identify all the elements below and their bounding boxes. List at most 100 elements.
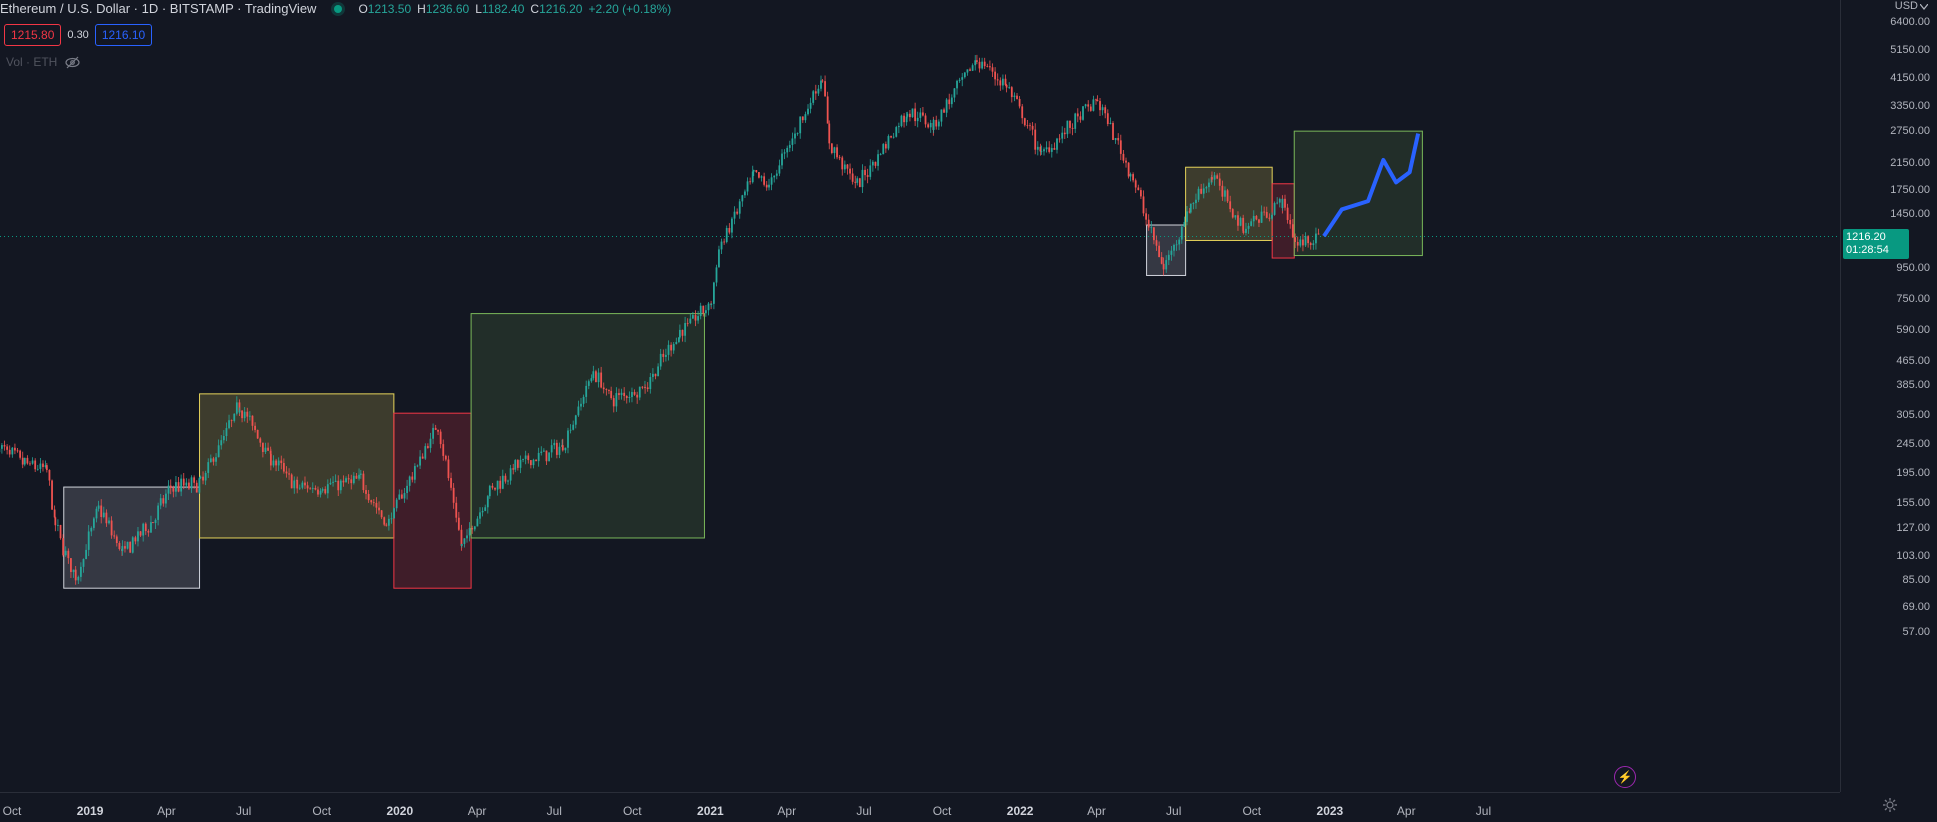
gear-icon[interactable] xyxy=(1882,797,1898,813)
time-tick: Apr xyxy=(1087,804,1106,818)
zone-box-white[interactable] xyxy=(64,487,200,588)
chart-legend: Ethereum / U.S. Dollar · 1D · BITSTAMP ·… xyxy=(0,0,671,18)
candle xyxy=(836,144,838,159)
price-tick: 465.00 xyxy=(1896,355,1930,367)
candle xyxy=(815,85,817,100)
candle xyxy=(847,164,849,175)
candle xyxy=(1112,121,1114,140)
candle xyxy=(1019,96,1021,108)
price-tick: 195.00 xyxy=(1896,467,1930,479)
candle xyxy=(768,179,770,191)
candle xyxy=(890,135,892,138)
buy-button[interactable]: 1216.10 xyxy=(95,24,152,46)
symbol-title[interactable]: Ethereum / U.S. Dollar · 1D · BITSTAMP ·… xyxy=(0,1,316,17)
candle xyxy=(24,458,26,467)
candle xyxy=(127,542,129,550)
scale-settings[interactable] xyxy=(1841,793,1937,821)
zone-box-green[interactable] xyxy=(471,314,704,538)
candle xyxy=(758,172,760,179)
candle xyxy=(961,73,963,86)
candle xyxy=(954,88,956,102)
price-tick: 750.00 xyxy=(1896,293,1930,305)
candle xyxy=(812,90,814,105)
zone-box-red[interactable] xyxy=(394,413,471,588)
candle xyxy=(749,178,751,185)
zone-box-green[interactable] xyxy=(1294,131,1422,255)
lightning-icon[interactable]: ⚡ xyxy=(1614,766,1636,788)
candle xyxy=(49,469,51,486)
candle xyxy=(882,143,884,154)
candle xyxy=(188,479,190,490)
currency-label[interactable]: USD xyxy=(1895,0,1918,12)
candle xyxy=(1274,201,1276,215)
candle xyxy=(1037,141,1039,155)
candle xyxy=(805,112,807,123)
ohlc-h: H1236.60 xyxy=(417,2,469,16)
candle xyxy=(29,461,31,466)
candle xyxy=(60,525,62,540)
candle xyxy=(797,132,799,135)
candle xyxy=(839,155,841,160)
candle xyxy=(39,458,41,473)
candle xyxy=(972,63,974,71)
candle xyxy=(1046,141,1048,152)
candle xyxy=(37,465,39,471)
ohlc-key: C xyxy=(530,2,539,16)
candle xyxy=(992,63,994,77)
candle xyxy=(1115,138,1117,144)
candle xyxy=(875,161,877,168)
candle xyxy=(792,133,794,151)
chart-pane[interactable]: Ethereum / U.S. Dollar · 1D · BITSTAMP ·… xyxy=(0,0,1840,792)
candle xyxy=(1014,92,1016,101)
zone-box-yellow[interactable] xyxy=(1186,167,1273,240)
time-tick: Apr xyxy=(1397,804,1416,818)
candle xyxy=(1024,118,1026,127)
time-tick: Apr xyxy=(157,804,176,818)
candle xyxy=(1069,121,1071,134)
candle xyxy=(969,68,971,71)
candle xyxy=(807,104,809,115)
candle xyxy=(763,173,765,187)
candle xyxy=(956,80,958,95)
candle xyxy=(744,189,746,198)
candle xyxy=(731,217,733,238)
candle xyxy=(54,516,56,531)
chevron-down-icon[interactable] xyxy=(1920,4,1928,10)
candle xyxy=(1130,173,1132,182)
candle xyxy=(1021,104,1023,124)
sell-button[interactable]: 1215.80 xyxy=(4,24,61,46)
candle xyxy=(1102,104,1104,115)
candle xyxy=(1043,147,1045,155)
price-chart[interactable] xyxy=(0,0,1840,792)
candle xyxy=(716,265,718,287)
candle xyxy=(828,120,830,149)
candle xyxy=(692,312,694,319)
candle xyxy=(1143,190,1145,216)
candle xyxy=(766,181,768,191)
volume-indicator[interactable]: Vol · ETH xyxy=(6,55,80,69)
candle xyxy=(872,160,874,172)
candle xyxy=(877,150,879,171)
candle xyxy=(917,112,919,128)
price-tick: 57.00 xyxy=(1902,626,1930,638)
candle xyxy=(1120,135,1122,160)
candle xyxy=(1059,134,1061,143)
hidden-eye-icon[interactable] xyxy=(65,56,80,69)
candle xyxy=(9,445,11,457)
candle xyxy=(997,73,999,85)
candle xyxy=(834,147,836,159)
candle xyxy=(178,477,180,492)
time-tick: Oct xyxy=(3,804,22,818)
time-tick: 2021 xyxy=(697,804,724,818)
candle xyxy=(989,60,991,70)
candle xyxy=(967,69,969,75)
price-tick: 127.00 xyxy=(1896,522,1930,534)
market-open-icon xyxy=(334,5,342,13)
candle xyxy=(1027,120,1029,129)
candle xyxy=(17,448,19,453)
candle xyxy=(935,116,937,130)
time-tick: 2022 xyxy=(1007,804,1034,818)
